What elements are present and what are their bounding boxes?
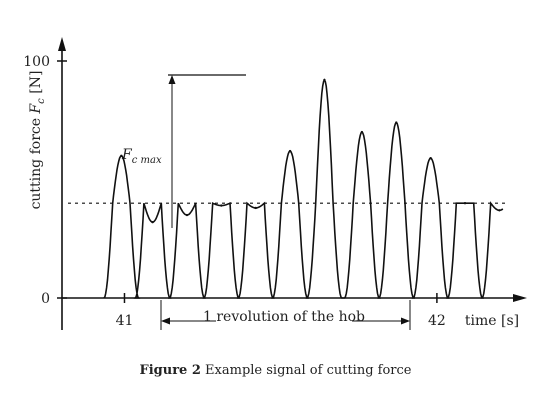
peak-point bbox=[185, 213, 189, 217]
cutting-force-signal-line bbox=[103, 78, 504, 299]
y-axis-label-symbol: F bbox=[28, 103, 44, 115]
peak-markers bbox=[120, 78, 501, 224]
revolution-arrow-left bbox=[161, 317, 170, 325]
y-tick-label: 100 bbox=[23, 54, 50, 70]
peak-point bbox=[429, 156, 432, 160]
annotations: Fc max 1 revolution of the hob bbox=[121, 74, 411, 330]
x-tick-label: 42 bbox=[428, 313, 446, 329]
y-tick-label: 0 bbox=[41, 291, 50, 307]
peak-point-max bbox=[323, 78, 326, 82]
y-ticks: 0 100 bbox=[23, 54, 67, 307]
revolution-arrow-right bbox=[401, 317, 410, 325]
x-ticks: 41 42 bbox=[116, 293, 446, 329]
y-axis-label-unit: [N] bbox=[28, 71, 44, 99]
fc-max-label: Fc max bbox=[121, 147, 162, 166]
fc-max-subscript: c max bbox=[132, 155, 162, 166]
revolution-label: 1 revolution of the hob bbox=[203, 309, 365, 325]
signal-group bbox=[68, 78, 509, 299]
peak-point bbox=[463, 202, 467, 205]
y-axis-label-subscript: c bbox=[36, 98, 47, 104]
x-tick-label: 41 bbox=[116, 313, 134, 329]
peak-point bbox=[288, 149, 292, 153]
figure-caption-text: Example signal of cutting force bbox=[200, 363, 412, 378]
figure-caption-label: Figure 2 bbox=[139, 363, 201, 378]
x-axis-label: time [s] bbox=[465, 313, 519, 329]
revolution-label-bg bbox=[216, 308, 352, 324]
y-axis-label-text: cutting force bbox=[28, 114, 44, 210]
peak-point bbox=[360, 130, 364, 134]
y-axis-label: cutting force Fc [N] bbox=[28, 71, 47, 210]
peak-point bbox=[220, 204, 223, 207]
peak-point bbox=[395, 121, 398, 124]
peak-point bbox=[498, 209, 501, 212]
peak-point bbox=[120, 154, 123, 157]
peak-point bbox=[254, 206, 257, 210]
x-axis-arrow bbox=[513, 294, 527, 302]
y-axis-arrow bbox=[58, 37, 66, 51]
fc-max-arrow-head bbox=[168, 75, 176, 84]
figure-caption: Figure 2 Example signal of cutting force bbox=[0, 363, 551, 378]
peak-point bbox=[151, 220, 154, 224]
